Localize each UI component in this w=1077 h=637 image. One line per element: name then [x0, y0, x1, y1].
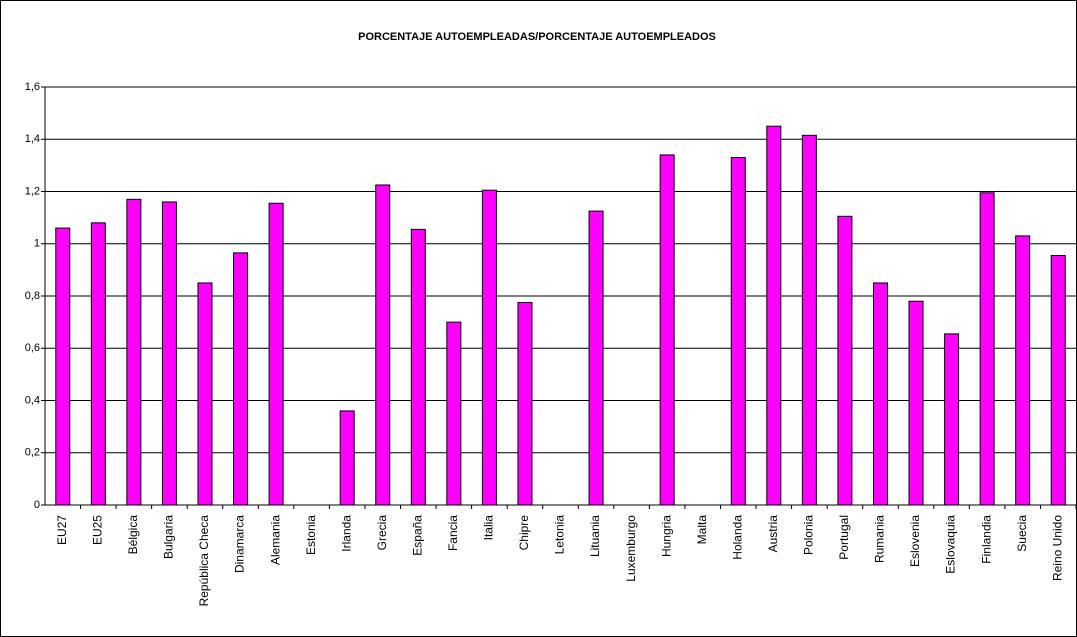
- x-tick-label: Lituania: [588, 515, 602, 557]
- x-tick-label: EU25: [90, 515, 104, 545]
- bar: [481, 189, 497, 506]
- bar: [730, 157, 746, 506]
- bar: [837, 215, 853, 506]
- x-tick-label: Bélgica: [126, 515, 140, 555]
- bar: [872, 282, 888, 506]
- bar: [588, 210, 604, 506]
- bar: [197, 282, 213, 506]
- x-tick-label: Estonia: [304, 515, 318, 555]
- x-tick-label: EU27: [55, 515, 69, 545]
- y-tick-label: 0,8: [25, 290, 40, 302]
- x-tick-label: Austria: [766, 515, 780, 553]
- x-tick-label: Portugal: [837, 515, 851, 560]
- x-tick-label: Bulgaria: [162, 515, 176, 559]
- bar: [90, 222, 106, 506]
- x-tick-label: Eslovaquia: [944, 515, 958, 574]
- bar: [375, 184, 391, 506]
- bar: [1050, 255, 1066, 506]
- bar: [1015, 235, 1031, 506]
- bar: [126, 198, 142, 506]
- bar: [659, 154, 675, 506]
- bar: [517, 302, 533, 506]
- bar: [410, 228, 426, 506]
- bar: [766, 125, 782, 506]
- x-tick-label: Finlandia: [979, 515, 993, 564]
- x-tick-label: Irlanda: [339, 515, 353, 552]
- x-tick-label: Grecia: [375, 515, 389, 551]
- y-tick-label: 0: [34, 499, 40, 511]
- y-tick-label: 1,4: [25, 133, 40, 145]
- bar: [161, 201, 177, 506]
- x-tick-label: Alemania: [268, 515, 282, 565]
- x-tick-label: Eslovenia: [908, 515, 922, 567]
- x-tick-label: República Checa: [197, 515, 211, 607]
- x-tick-label: Rumania: [873, 515, 887, 563]
- y-tick-label: 1,6: [25, 81, 40, 93]
- x-tick-label: Luxemburgo: [624, 515, 638, 582]
- chart-title: PORCENTAJE AUTOEMPLEADAS/PORCENTAJE AUTO…: [358, 31, 716, 43]
- x-tick-label: Malta: [695, 515, 709, 545]
- bar: [944, 333, 960, 506]
- y-tick-label: 0,4: [25, 394, 40, 406]
- y-tick-label: 1,2: [25, 185, 40, 197]
- bar: [233, 252, 249, 506]
- x-tick-label: Reino Unido: [1050, 515, 1064, 581]
- x-tick-label: España: [410, 515, 424, 556]
- x-tick-label: Letonia: [553, 515, 567, 555]
- bar: [339, 410, 355, 506]
- bar: [268, 202, 284, 506]
- bar: [446, 321, 462, 506]
- x-tick-label: Suecia: [1015, 515, 1029, 552]
- bar: [979, 192, 995, 506]
- x-tick-label: Polonia: [802, 515, 816, 555]
- x-tick-label: Italia: [482, 515, 496, 541]
- x-tick-label: Hungria: [659, 515, 673, 557]
- y-tick-label: 0,6: [25, 342, 40, 354]
- y-tick-label: 1: [34, 238, 40, 250]
- bar: [801, 134, 817, 506]
- y-tick-label: 0,2: [25, 447, 40, 459]
- x-tick-label: Chipre: [517, 515, 531, 551]
- bar: [908, 300, 924, 506]
- x-tick-label: Dinamarca: [233, 515, 247, 573]
- bar: [55, 227, 71, 506]
- x-tick-label: Holanda: [730, 515, 744, 560]
- x-tick-label: Fancia: [446, 515, 460, 551]
